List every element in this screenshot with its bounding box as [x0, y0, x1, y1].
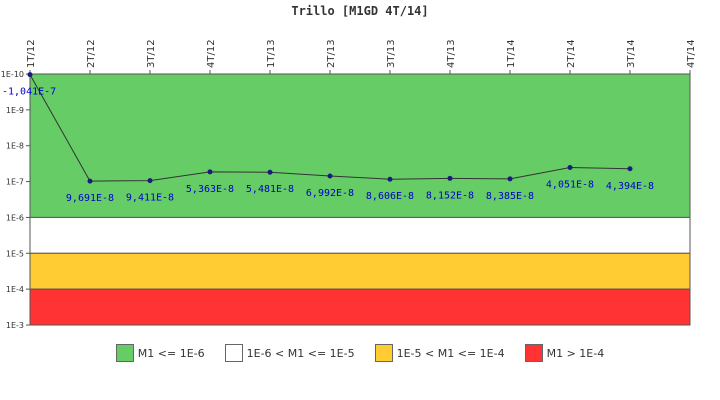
- y-tick-label: 1E-9: [6, 106, 24, 115]
- y-tick-label: 1E-3: [6, 321, 24, 330]
- data-point: [27, 72, 33, 78]
- legend-label: M1 <= 1E-6: [137, 346, 205, 360]
- data-label: 4,394E-8: [606, 181, 654, 192]
- x-tick-label: 2T/14: [566, 39, 577, 68]
- band-2: [29, 252, 691, 290]
- data-label: 8,606E-8: [366, 191, 414, 202]
- data-labels: -1,041E-7 9,691E-8 9,411E-8 5,363E-8 5,481E-…: [2, 87, 654, 204]
- x-tick-label: 2T/12: [86, 39, 97, 68]
- y-tick-label: 1E-4: [6, 285, 24, 294]
- x-tick-label: 4T/13: [446, 39, 457, 68]
- data-points: [27, 72, 633, 184]
- legend-item: M1 > 1E-4: [524, 344, 605, 362]
- y-tick-label: 1E-5: [6, 249, 24, 258]
- x-tick-label: 4T/14: [686, 39, 697, 68]
- legend-label: 1E-5 < M1 <= 1E-4: [396, 346, 505, 360]
- legend: M1 <= 1E-6 1E-6 < M1 <= 1E-5 1E-5 < M1 <= …: [0, 344, 720, 362]
- legend-swatch: [374, 344, 393, 362]
- x-tick-label: 2T/13: [326, 39, 337, 68]
- x-tick-label: 3T/12: [146, 39, 157, 68]
- data-point: [147, 178, 153, 184]
- data-point: [507, 176, 513, 182]
- legend-item: M1 <= 1E-6: [115, 344, 205, 362]
- y-tick-label: 1E-7: [6, 178, 24, 187]
- chart: Trillo [M1GD 4T/14] 1E-101E-91E-81E-71E-…: [1, 4, 697, 330]
- legend-label: 1E-6 < M1 <= 1E-5: [246, 346, 355, 360]
- data-label: -1,041E-7: [2, 87, 56, 98]
- data-point: [387, 176, 393, 182]
- x-tick-label: 3T/13: [386, 39, 397, 68]
- y-tick-label: 1E-6: [6, 213, 24, 222]
- data-label: 4,051E-8: [546, 179, 594, 190]
- legend-swatch: [224, 344, 243, 362]
- data-label: 5,481E-8: [246, 184, 294, 195]
- data-point: [447, 175, 453, 181]
- data-point: [567, 164, 573, 170]
- data-label: 5,363E-8: [186, 184, 234, 195]
- x-tick-label: 1T/14: [506, 39, 517, 68]
- chart-title: Trillo [M1GD 4T/14]: [291, 4, 428, 18]
- band-3: [29, 288, 691, 326]
- x-tick-label: 4T/12: [206, 39, 217, 68]
- data-point: [267, 169, 273, 175]
- x-tick-label: 1T/13: [266, 39, 277, 68]
- data-label: 8,152E-8: [426, 190, 474, 201]
- legend-swatch: [524, 344, 543, 362]
- legend-item: 1E-6 < M1 <= 1E-5: [224, 344, 355, 362]
- data-point: [327, 173, 333, 179]
- data-point: [627, 166, 633, 172]
- legend-label: M1 > 1E-4: [546, 346, 605, 360]
- legend-swatch: [115, 344, 134, 362]
- x-tick-label: 3T/14: [626, 39, 637, 68]
- x-tick-label: 1T/12: [26, 39, 37, 68]
- band-0: [29, 73, 691, 218]
- band-1: [29, 216, 691, 254]
- data-point: [87, 178, 93, 184]
- data-label: 9,691E-8: [66, 193, 114, 204]
- threshold-bands: [29, 73, 691, 326]
- data-label: 9,411E-8: [126, 193, 174, 204]
- x-axis: 1T/12 2T/12 3T/12 4T/12 1T/13 2T/13 3T/13 4T/13…: [26, 39, 697, 74]
- legend-item: 1E-5 < M1 <= 1E-4: [374, 344, 505, 362]
- y-tick-label: 1E-8: [6, 142, 24, 151]
- data-label: 6,992E-8: [306, 188, 354, 199]
- y-axis: 1E-10 1E-9 1E-8 1E-7 1E-6 1E-5 1E-4 1E-3: [1, 70, 30, 330]
- data-point: [207, 169, 213, 175]
- y-tick-label: 1E-10: [1, 70, 24, 79]
- data-label: 8,385E-8: [486, 191, 534, 202]
